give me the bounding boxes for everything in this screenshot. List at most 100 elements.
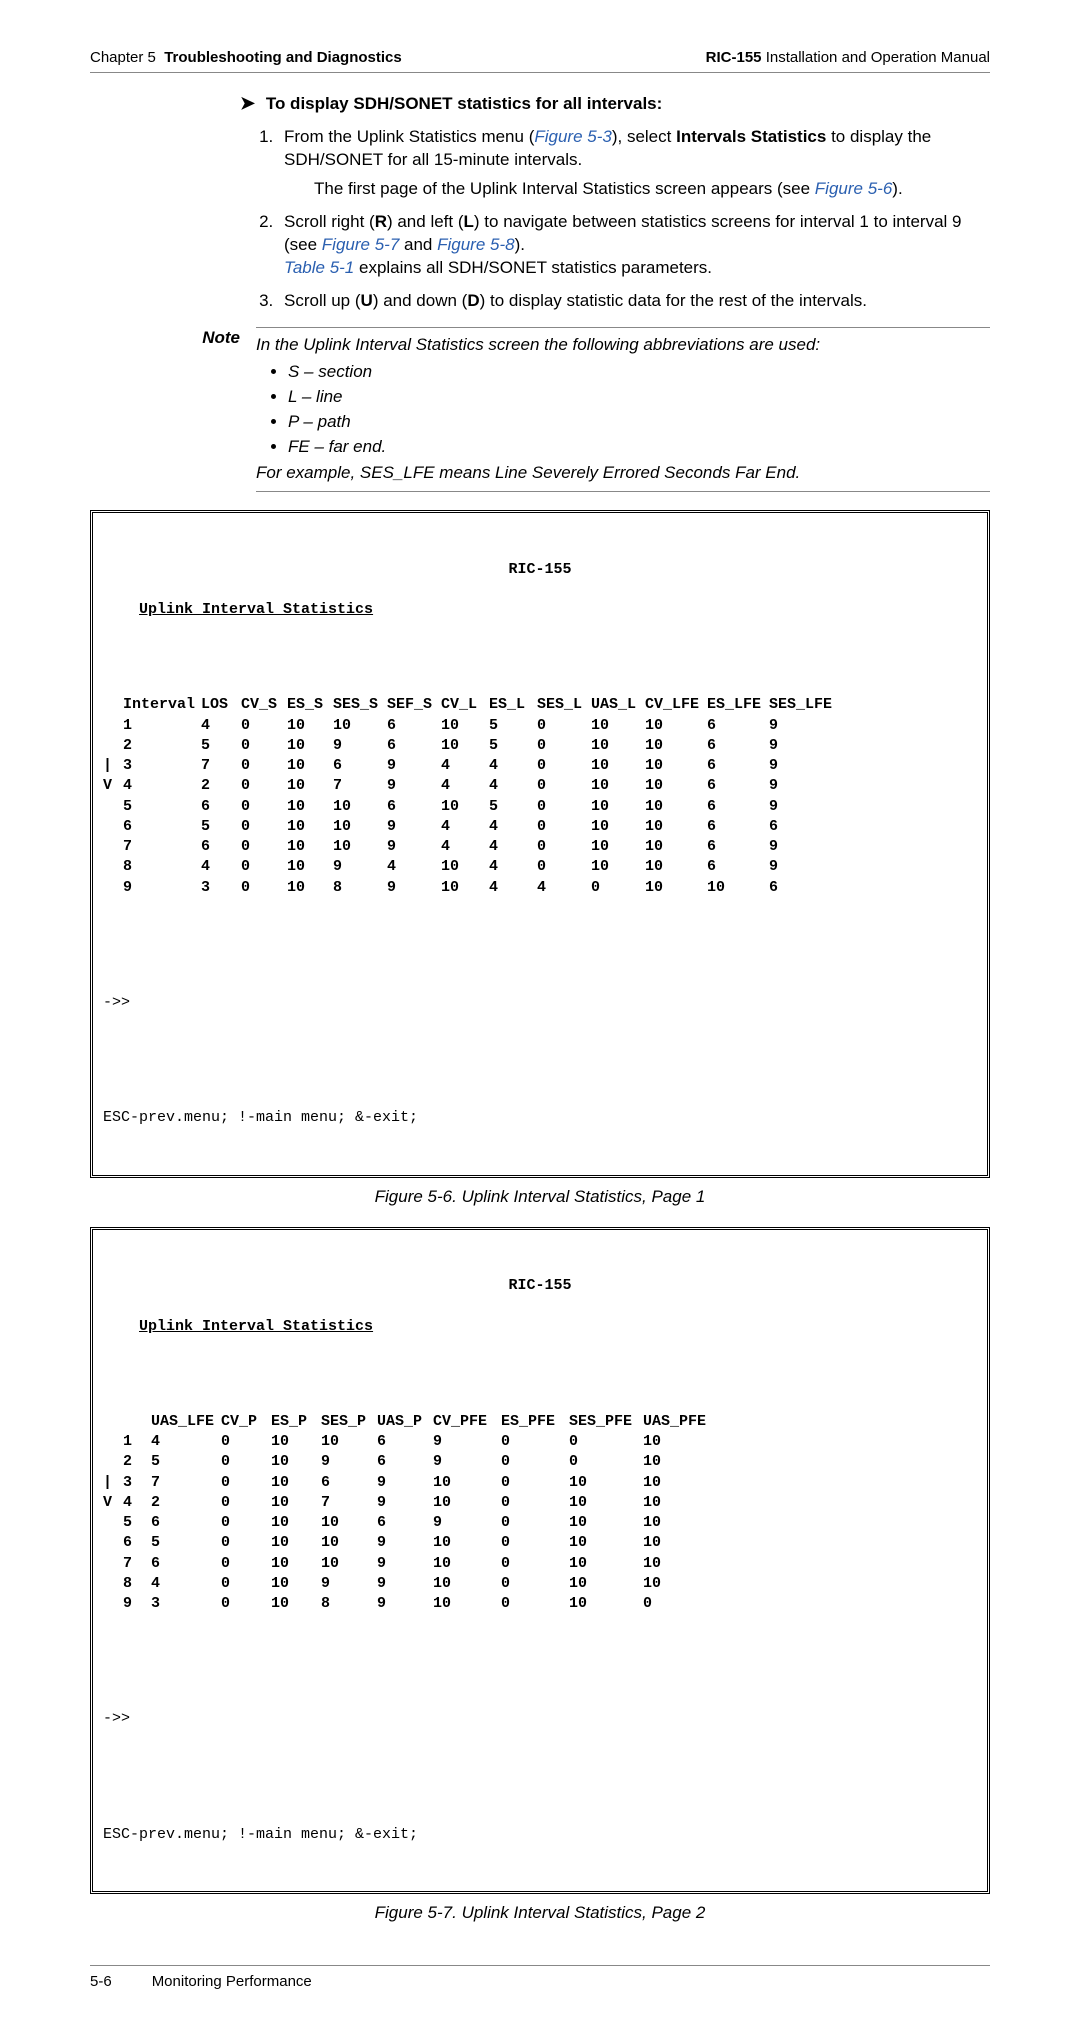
note-list: S – section L – line P – path FE – far e…	[288, 361, 990, 459]
cell: 6	[321, 1473, 377, 1493]
cell: 10	[643, 1533, 713, 1553]
cell: 6	[377, 1432, 433, 1452]
col-header: SES_PFE	[569, 1412, 643, 1432]
terminal-prompt: ->>	[103, 1709, 977, 1729]
cell: 10	[707, 878, 769, 898]
cell: 6	[377, 1452, 433, 1472]
cell: 10	[441, 716, 489, 736]
cell: 6	[707, 797, 769, 817]
cell: 5	[123, 797, 201, 817]
cell: 10	[333, 837, 387, 857]
cell: 10	[271, 1533, 321, 1553]
cell: 10	[441, 857, 489, 877]
cell: 6	[769, 878, 838, 898]
cell	[103, 1594, 123, 1614]
link-figure-5-8[interactable]: Figure 5-8	[437, 235, 514, 254]
footer-section: Monitoring Performance	[152, 1972, 990, 1992]
cell: 9	[433, 1513, 501, 1533]
col-header: LOS	[201, 695, 241, 715]
cell: 10	[645, 776, 707, 796]
cell: 4	[201, 716, 241, 736]
cell: 10	[333, 797, 387, 817]
cell: 2	[151, 1493, 221, 1513]
cell: 3	[123, 1473, 151, 1493]
cell: 10	[287, 817, 333, 837]
cell	[103, 736, 123, 756]
note-outro: For example, SES_LFE means Line Severely…	[256, 462, 990, 485]
cell: 9	[769, 837, 838, 857]
terminal-screen-1: RIC-155 Uplink Interval Statistics Inter…	[90, 510, 990, 1178]
cell: 0	[501, 1513, 569, 1533]
cell: 10	[643, 1452, 713, 1472]
cell: 4	[489, 817, 537, 837]
cell: 0	[241, 797, 287, 817]
cell: 7	[321, 1493, 377, 1513]
cell: 9	[769, 716, 838, 736]
cell: 6	[707, 776, 769, 796]
cell: 6	[377, 1513, 433, 1533]
cell: 10	[591, 837, 645, 857]
text: Scroll up (	[284, 291, 361, 310]
col-header	[103, 1412, 123, 1432]
cell: 4	[441, 776, 489, 796]
cell: 10	[645, 817, 707, 837]
table-row: 650101091001010	[103, 1533, 713, 1553]
cell: 0	[221, 1533, 271, 1553]
cell: 5	[151, 1533, 221, 1553]
procedure-heading: ➤ To display SDH/SONET statistics for al…	[240, 91, 990, 116]
cell: 7	[151, 1473, 221, 1493]
cell: 10	[591, 817, 645, 837]
col-header: UAS_P	[377, 1412, 433, 1432]
cell: 0	[241, 817, 287, 837]
cell: 10	[645, 797, 707, 817]
cell: 10	[287, 776, 333, 796]
cell: 10	[591, 776, 645, 796]
cell: 10	[645, 857, 707, 877]
text: The first page of the Uplink Interval St…	[314, 179, 815, 198]
cell: 10	[591, 797, 645, 817]
cell	[103, 837, 123, 857]
cell: 10	[591, 716, 645, 736]
col-header: ES_PFE	[501, 1412, 569, 1432]
text: ) and down (	[373, 291, 468, 310]
cell: 10	[433, 1554, 501, 1574]
col-header: CV_L	[441, 695, 489, 715]
cell	[103, 1452, 123, 1472]
link-figure-5-3[interactable]: Figure 5-3	[534, 127, 611, 146]
cell: 4	[489, 878, 537, 898]
cell: 0	[501, 1533, 569, 1553]
cell: 0	[537, 716, 591, 736]
cell: 6	[151, 1513, 221, 1533]
cell: 6	[201, 837, 241, 857]
terminal-device: RIC-155	[103, 1276, 977, 1296]
col-header: SES_LFE	[769, 695, 838, 715]
cell: 6	[707, 736, 769, 756]
cell: 4	[441, 837, 489, 857]
cell: 0	[537, 817, 591, 837]
cell: 10	[569, 1493, 643, 1513]
cell: 4	[123, 1493, 151, 1513]
cell: 9	[377, 1574, 433, 1594]
cell: 9	[387, 878, 441, 898]
cell: 10	[643, 1513, 713, 1533]
link-table-5-1[interactable]: Table 5-1	[284, 258, 354, 277]
cell: 9	[433, 1452, 501, 1472]
link-figure-5-6[interactable]: Figure 5-6	[815, 179, 892, 198]
cell: 6	[151, 1554, 221, 1574]
cell	[103, 1574, 123, 1594]
link-figure-5-7[interactable]: Figure 5-7	[322, 235, 399, 254]
cell: 5	[489, 797, 537, 817]
cell: 9	[333, 857, 387, 877]
cell	[103, 797, 123, 817]
cell: 4	[201, 857, 241, 877]
cell: 0	[501, 1594, 569, 1614]
doc-type: Installation and Operation Manual	[766, 49, 990, 66]
table-row: 84010991001010	[103, 1574, 713, 1594]
cell: 9	[377, 1594, 433, 1614]
cell: 0	[537, 837, 591, 857]
cell: |	[103, 756, 123, 776]
cell: 9	[123, 1594, 151, 1614]
col-header	[123, 1412, 151, 1432]
text: ).	[892, 179, 902, 198]
text: ).	[515, 235, 525, 254]
